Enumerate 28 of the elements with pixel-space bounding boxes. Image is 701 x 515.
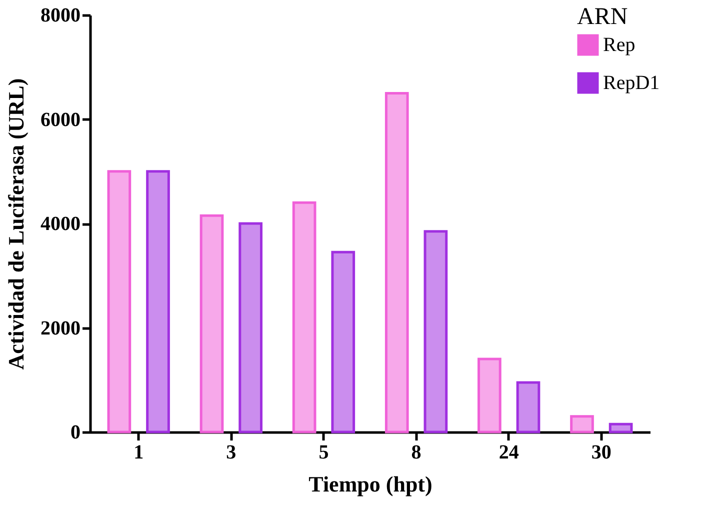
- y-axis-title: Actividad de Luciferasa (URL): [4, 78, 28, 370]
- bar: [331, 250, 356, 434]
- legend-title: ARN: [577, 4, 628, 30]
- y-tick-label: 8000: [40, 4, 80, 26]
- legend-label: RepD1: [603, 72, 660, 94]
- y-tick-label: 6000: [40, 108, 80, 131]
- bar: [384, 92, 409, 434]
- x-tick-label: 1: [134, 442, 144, 464]
- y-tick-label: 2000: [40, 317, 80, 340]
- legend-label: Rep: [603, 34, 636, 56]
- bar: [200, 214, 224, 434]
- x-tick-label: 3: [226, 442, 236, 464]
- bar: [516, 381, 540, 434]
- x-axis-title: Tiempo (hpt): [308, 472, 432, 496]
- x-tick-label: 30: [591, 442, 612, 464]
- bar: [238, 222, 262, 434]
- bar: [424, 230, 448, 434]
- bar: [107, 170, 132, 434]
- y-tick-label: 0: [70, 422, 80, 444]
- bar: [478, 358, 502, 434]
- bar: [608, 422, 633, 434]
- x-tick-label: 5: [318, 442, 329, 464]
- bar: [570, 415, 594, 434]
- y-tick-label: 4000: [40, 213, 80, 235]
- x-tick-label: 24: [498, 442, 519, 464]
- bar: [146, 170, 170, 434]
- bar: [292, 201, 316, 434]
- x-tick-label: 8: [411, 442, 422, 464]
